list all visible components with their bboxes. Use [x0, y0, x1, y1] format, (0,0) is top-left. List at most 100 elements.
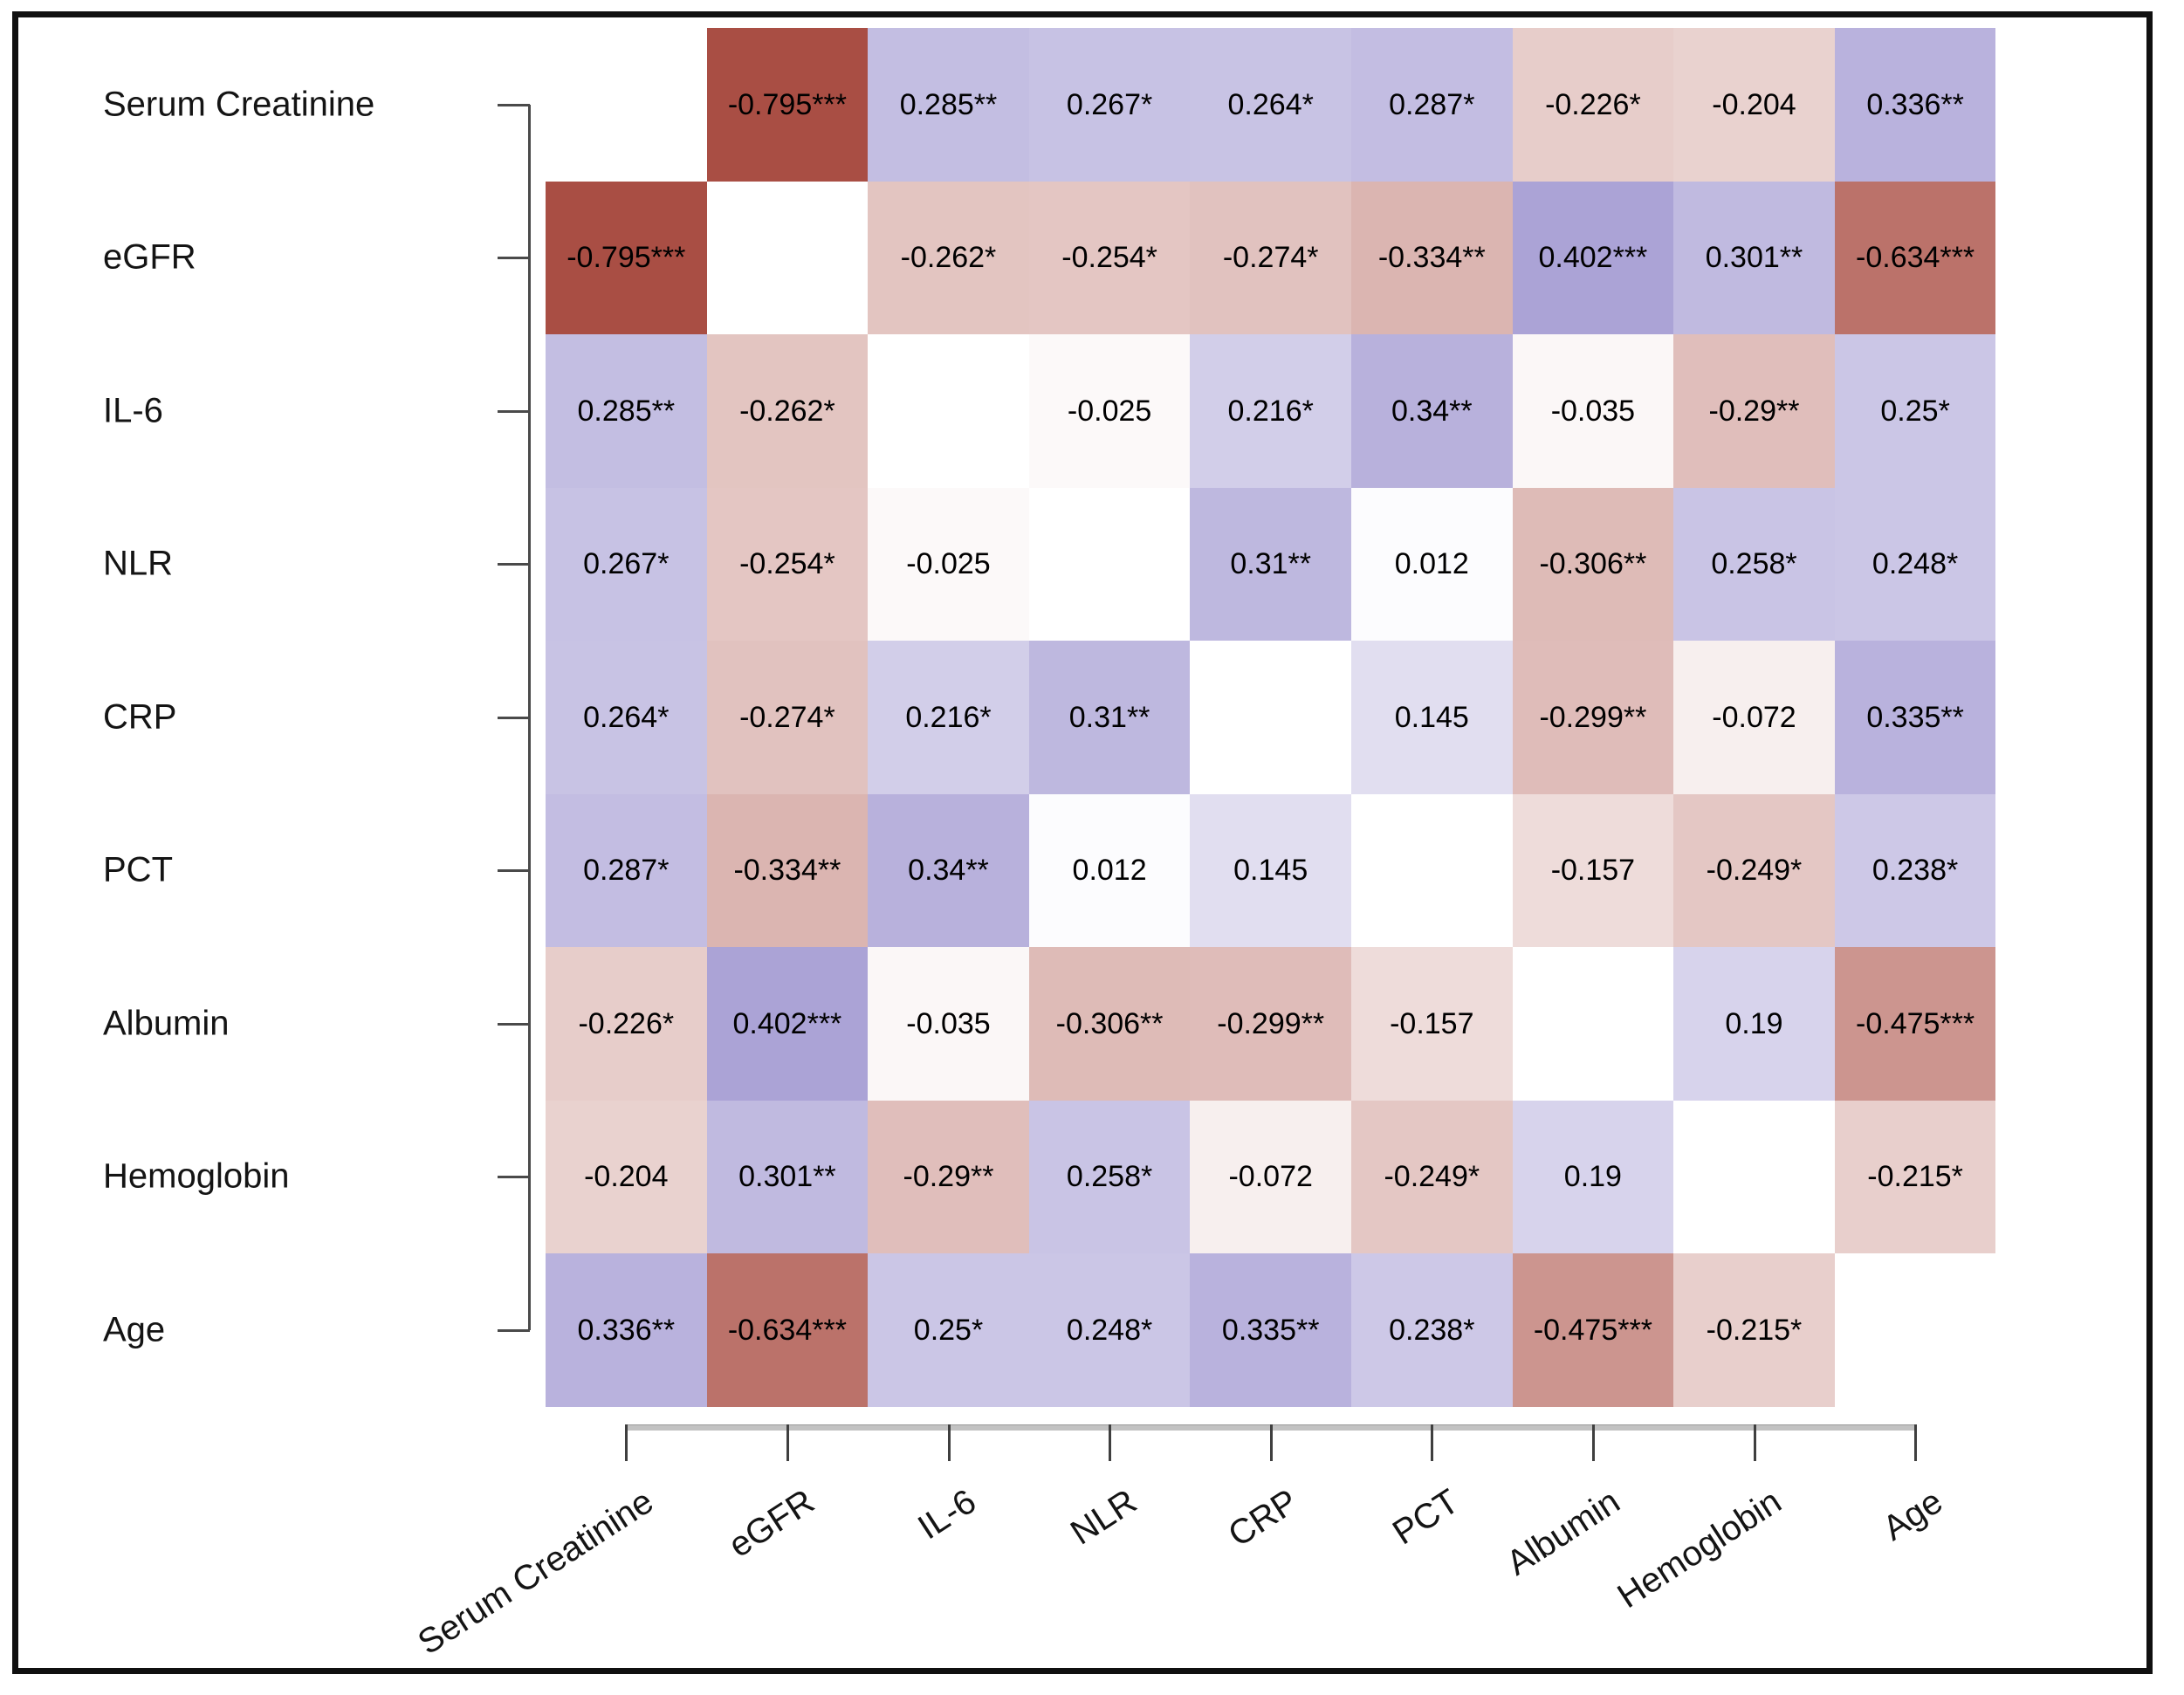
matrix-cell: -0.204	[1673, 28, 1835, 182]
x-axis-tick	[1269, 1424, 1273, 1461]
matrix-cell: 0.285**	[546, 334, 707, 488]
matrix-cell: -0.249*	[1351, 1100, 1513, 1253]
matrix-cell: -0.025	[868, 487, 1029, 641]
y-axis-label: NLR	[103, 544, 174, 583]
x-axis-tick	[1591, 1424, 1595, 1461]
matrix-cell: 0.19	[1512, 1100, 1674, 1253]
matrix-cell: 0.216*	[1190, 334, 1351, 488]
matrix-cell: 0.336**	[1834, 28, 1996, 182]
y-axis-tick	[498, 409, 530, 413]
matrix-cell: 0.258*	[1673, 487, 1835, 641]
matrix-cell: 0.012	[1351, 487, 1513, 641]
matrix-cell: -0.254*	[706, 487, 869, 641]
matrix-cell: 0.285**	[868, 28, 1029, 182]
matrix-cell: -0.306**	[1512, 487, 1674, 641]
matrix-cell: -0.025	[1028, 334, 1191, 488]
matrix-cell: -0.306**	[1028, 947, 1191, 1101]
matrix-cell: -0.274*	[706, 641, 869, 794]
matrix-cell: 0.248*	[1834, 487, 1996, 641]
matrix-cell: -0.475***	[1512, 1253, 1674, 1407]
y-axis-label: Age	[103, 1310, 166, 1349]
matrix-cell: -0.204	[546, 1100, 707, 1253]
matrix-cell: -0.334**	[706, 793, 869, 947]
matrix-cell: 0.31**	[1190, 487, 1351, 641]
y-axis-label: CRP	[103, 697, 177, 737]
y-axis-tick	[498, 1022, 530, 1026]
matrix-cell: -0.157	[1512, 793, 1674, 947]
y-axis-tick	[498, 257, 530, 260]
x-axis-tick	[786, 1424, 789, 1461]
matrix-cell: -0.634***	[706, 1253, 869, 1407]
matrix-cell: 0.238*	[1351, 1253, 1513, 1407]
matrix-cell: -0.254*	[1028, 181, 1191, 334]
matrix-cell: -0.262*	[868, 181, 1029, 334]
matrix-cell: -0.035	[1512, 334, 1674, 488]
matrix-cell: 0.25*	[868, 1253, 1029, 1407]
matrix-cell: -0.215*	[1673, 1253, 1835, 1407]
matrix-cell: 0.301**	[1673, 181, 1835, 334]
matrix-cell: -0.262*	[706, 334, 869, 488]
y-axis-tick	[498, 869, 530, 873]
matrix-cell: -0.035	[868, 947, 1029, 1101]
matrix-cell: -0.249*	[1673, 793, 1835, 947]
matrix-cell: -0.072	[1190, 1100, 1351, 1253]
matrix-cell: 0.25*	[1834, 334, 1996, 488]
matrix-cell: 0.301**	[706, 1100, 869, 1253]
matrix-cell: -0.795***	[706, 28, 869, 182]
matrix-cell: -0.634***	[1834, 181, 1996, 334]
matrix-cell: 0.336**	[546, 1253, 707, 1407]
x-axis-tick	[1431, 1424, 1434, 1461]
matrix-cell: -0.274*	[1190, 181, 1351, 334]
matrix-cell: 0.287*	[1351, 28, 1513, 182]
y-axis-tick	[498, 563, 530, 566]
y-axis-tick	[498, 1176, 530, 1179]
matrix-cell: 0.31**	[1028, 641, 1191, 794]
matrix-cell: 0.145	[1351, 641, 1513, 794]
matrix-cell: 0.335**	[1834, 641, 1996, 794]
matrix-cell: 0.012	[1028, 793, 1191, 947]
matrix-cell: 0.145	[1190, 793, 1351, 947]
matrix-cell: -0.475***	[1834, 947, 1996, 1101]
matrix-cell: -0.29**	[868, 1100, 1029, 1253]
matrix-cell: 0.238*	[1834, 793, 1996, 947]
matrix-cell: 0.264*	[1190, 28, 1351, 182]
matrix-cell: 0.258*	[1028, 1100, 1191, 1253]
y-axis-label: IL-6	[103, 391, 163, 430]
matrix-cell: -0.072	[1673, 641, 1835, 794]
matrix-cell: 0.34**	[1351, 334, 1513, 488]
y-axis-label: PCT	[103, 850, 173, 889]
matrix-cell: 0.402***	[706, 947, 869, 1101]
matrix-cell: -0.215*	[1834, 1100, 1996, 1253]
y-axis-label: eGFR	[103, 237, 196, 277]
matrix-cell: 0.267*	[546, 487, 707, 641]
matrix-cell: 0.402***	[1512, 181, 1674, 334]
matrix-cell: -0.299**	[1190, 947, 1351, 1101]
matrix-cell: 0.248*	[1028, 1253, 1191, 1407]
matrix-cell: 0.267*	[1028, 28, 1191, 182]
matrix-cell: -0.29**	[1673, 334, 1835, 488]
y-axis-tick	[498, 103, 530, 106]
x-axis-tick	[1914, 1424, 1918, 1461]
matrix-cell: 0.34**	[868, 793, 1029, 947]
matrix-cell: -0.334**	[1351, 181, 1513, 334]
y-axis-label: Serum Creatinine	[103, 85, 375, 124]
matrix-cell: 0.287*	[546, 793, 707, 947]
y-axis-label: Hemoglobin	[103, 1156, 290, 1196]
matrix-cell: 0.264*	[546, 641, 707, 794]
matrix-cell: -0.226*	[1512, 28, 1674, 182]
y-axis-tick	[498, 1328, 530, 1332]
x-axis-tick	[625, 1424, 628, 1461]
x-axis-tick	[947, 1424, 951, 1461]
matrix-cell: -0.157	[1351, 947, 1513, 1101]
matrix-cell: -0.299**	[1512, 641, 1674, 794]
matrix-cell: -0.226*	[546, 947, 707, 1101]
y-axis-tick	[498, 716, 530, 719]
matrix-cell: 0.216*	[868, 641, 1029, 794]
matrix-cell: 0.335**	[1190, 1253, 1351, 1407]
matrix-cell: 0.19	[1673, 947, 1835, 1101]
y-axis-label: Albumin	[103, 1004, 230, 1043]
x-axis-tick	[1109, 1424, 1112, 1461]
matrix-cell: -0.795***	[546, 181, 707, 334]
x-axis-tick	[1753, 1424, 1756, 1461]
